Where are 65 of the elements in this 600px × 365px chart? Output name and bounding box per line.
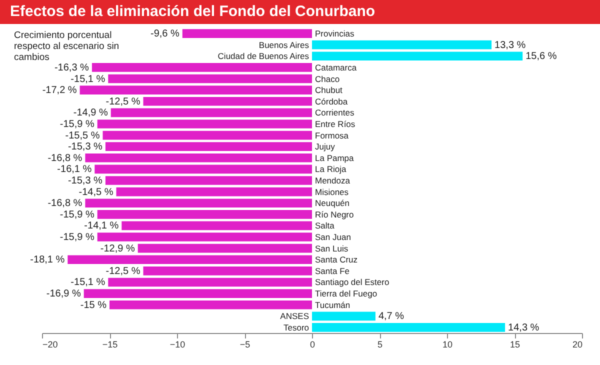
y-tick-label: Corrientes bbox=[315, 108, 354, 118]
data-label: -14,1 % bbox=[84, 220, 119, 232]
data-label: -15,1 % bbox=[70, 277, 106, 288]
y-tick-label: ANSES bbox=[280, 311, 310, 322]
x-tick-label: −5 bbox=[240, 340, 250, 350]
y-tick-label: Córdoba bbox=[315, 96, 348, 106]
data-label: -12,5 % bbox=[106, 96, 140, 108]
y-tick-label: Formosa bbox=[315, 130, 349, 140]
x-tick-label: 5 bbox=[377, 340, 383, 350]
y-tick-label: Río Negro bbox=[315, 209, 354, 220]
data-label: -15,3 % bbox=[68, 142, 103, 153]
data-label: -15,1 % bbox=[70, 74, 106, 85]
y-tick-label: Santa Fe bbox=[315, 266, 350, 276]
y-tick-label: San Juan bbox=[315, 232, 352, 242]
y-tick-label: Buenos Aires bbox=[258, 40, 309, 50]
data-label: -16,1 % bbox=[57, 164, 92, 176]
x-tick-label: −10 bbox=[170, 340, 186, 350]
y-tick-label: Catamarca bbox=[315, 62, 357, 72]
y-tick-label: Mendoza bbox=[315, 176, 350, 186]
data-label: 4,7 % bbox=[378, 311, 404, 322]
x-tick-label: 15 bbox=[510, 340, 520, 350]
y-tick-label: Santiago del Estero bbox=[315, 277, 390, 288]
data-label: -9,6 % bbox=[150, 28, 180, 40]
data-label: -14,5 % bbox=[78, 186, 114, 198]
x-tick-label: 0 bbox=[310, 340, 316, 350]
y-tick-label: Misiones bbox=[315, 186, 349, 197]
y-tick-label: Chubut bbox=[315, 85, 344, 96]
data-label: -17,2 % bbox=[42, 85, 77, 96]
y-tick-label: Jujuy bbox=[315, 142, 336, 152]
y-tick-label: La Rioja bbox=[315, 164, 346, 174]
data-label: -12,9 % bbox=[100, 243, 135, 254]
data-label: 13,3 % bbox=[494, 40, 526, 51]
data-label: -12,5 % bbox=[106, 266, 140, 277]
y-tick-label: San Luis bbox=[315, 243, 348, 254]
y-tick-label: Salta bbox=[315, 220, 335, 231]
data-label: 15,6 % bbox=[526, 51, 557, 62]
y-tick-label: Santa Cruz bbox=[315, 254, 358, 265]
data-label: -16,3 % bbox=[54, 62, 90, 74]
y-tick-label: Tucumán bbox=[315, 300, 350, 310]
data-label: -16,9 % bbox=[46, 288, 81, 300]
chart-title: Efectos de la eliminación del Fondo del Conurbano bbox=[0, 0, 600, 24]
y-tick-label: Tesoro bbox=[283, 322, 310, 332]
data-label: -15,3 % bbox=[68, 176, 103, 186]
data-label: -18,1 % bbox=[30, 254, 65, 266]
data-label: -16,8 % bbox=[48, 152, 82, 164]
data-label: -14,9 % bbox=[73, 108, 108, 119]
data-label: -15,9 % bbox=[60, 118, 94, 130]
x-tick-label: 20 bbox=[572, 340, 582, 350]
x-tick-label: −15 bbox=[102, 340, 118, 350]
data-label: -15,5 % bbox=[65, 130, 100, 142]
data-label: -15,9 % bbox=[60, 209, 94, 220]
data-label: -15 % bbox=[80, 300, 107, 311]
y-tick-label: Chaco bbox=[315, 74, 340, 84]
y-tick-label: La Pampa bbox=[315, 152, 354, 163]
y-tick-label: Provincias bbox=[315, 28, 354, 39]
annotation: Crecimiento porcentual respecto al escenario sin cambios bbox=[14, 30, 120, 63]
y-tick-label: Entre Ríos bbox=[315, 118, 356, 129]
y-tick-label: Neuquén bbox=[315, 198, 350, 208]
x-tick-label: 10 bbox=[442, 340, 453, 350]
data-label: -16,8 % bbox=[48, 198, 82, 210]
y-tick-label: Ciudad de Buenos Aires bbox=[218, 51, 309, 62]
x-tick-label: −20 bbox=[42, 340, 58, 350]
y-tick-label: Tierra del Fuego bbox=[315, 288, 378, 299]
data-label: 14,3 % bbox=[508, 322, 540, 334]
data-label: -15,9 % bbox=[60, 232, 94, 244]
